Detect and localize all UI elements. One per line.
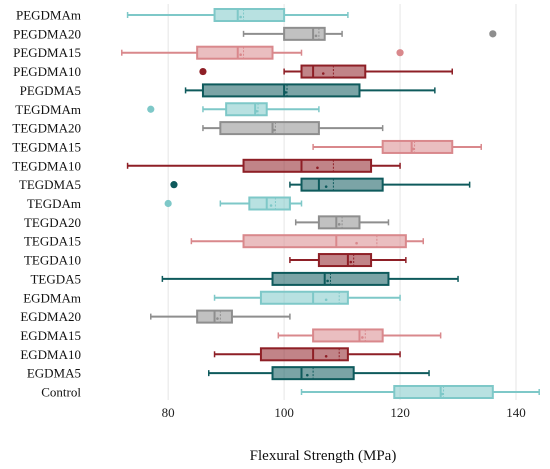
- category-label: PEGDMA15: [13, 45, 81, 60]
- center-dot: [355, 241, 358, 245]
- box-group-tegdma5: [170, 177, 471, 192]
- category-label: EGDMA15: [20, 328, 81, 343]
- box-group-tegda15: [190, 234, 425, 249]
- box-group-egdmam: [213, 290, 401, 305]
- category-label: TEGDA15: [24, 234, 81, 249]
- center-dot: [440, 392, 444, 396]
- center-dot: [326, 279, 329, 283]
- iqr-box: [219, 121, 320, 136]
- box-group-tegdma10: [126, 158, 401, 173]
- iqr-box: [312, 328, 384, 343]
- iqr-box: [213, 8, 286, 22]
- iqr-box: [259, 347, 349, 362]
- center-dot: [337, 223, 341, 226]
- category-label: TEGDAm: [27, 196, 81, 211]
- category-label: TEGDMA5: [19, 177, 81, 192]
- center-dot: [321, 72, 325, 75]
- category-label: PEGDMA20: [13, 26, 81, 41]
- center-dot: [269, 204, 273, 207]
- iqr-box: [317, 215, 361, 230]
- box-group-pegdma20: [242, 26, 497, 41]
- iqr-box: [283, 26, 326, 41]
- box-group-pegdma5: [184, 83, 436, 98]
- box-group-tegda10: [289, 253, 407, 268]
- category-label: TEGDMA10: [12, 158, 81, 173]
- center-dot: [239, 15, 242, 19]
- box-layer: [121, 8, 540, 399]
- iqr-box: [225, 102, 268, 117]
- center-dot: [324, 298, 328, 302]
- center-dot: [239, 53, 242, 56]
- category-label: EGDMA5: [27, 366, 81, 381]
- x-tick-label: 140: [506, 405, 526, 420]
- category-label: TEGDMA15: [12, 139, 81, 154]
- center-dot: [284, 91, 287, 94]
- center-dot: [314, 34, 318, 38]
- center-dot: [216, 317, 219, 320]
- box-group-tegdam: [164, 196, 303, 211]
- iqr-box: [317, 253, 373, 268]
- category-label: TEGDMA20: [12, 121, 81, 136]
- center-dot: [361, 336, 364, 339]
- category-label: TEGDA5: [30, 271, 81, 286]
- box-group-tegda5: [161, 271, 459, 286]
- outlier-point: [164, 199, 172, 208]
- iqr-box: [381, 139, 454, 154]
- category-label: TEGDMAm: [15, 102, 81, 117]
- x-tick-label: 100: [274, 405, 294, 420]
- center-dot: [411, 147, 415, 151]
- x-tick-label: 80: [162, 405, 175, 420]
- center-dot: [255, 109, 258, 113]
- outlier-point: [396, 49, 404, 57]
- box-group-tegdma15: [312, 139, 482, 154]
- category-label: EGDMAm: [23, 290, 81, 305]
- center-dot: [316, 166, 319, 170]
- box-group-egdma20: [150, 309, 291, 324]
- category-label: PEGDMA5: [20, 83, 81, 98]
- outlier-point: [199, 67, 207, 76]
- iqr-box: [259, 290, 349, 305]
- category-label: PEGDMA10: [13, 64, 81, 79]
- box-group-egdma15: [277, 328, 442, 343]
- iqr-box: [242, 234, 407, 249]
- iqr-box: [248, 196, 291, 211]
- box-group-tegdma20: [202, 121, 384, 136]
- center-dot: [272, 128, 276, 132]
- outlier-point: [489, 30, 497, 38]
- box-group-pegdma10: [199, 64, 453, 79]
- center-dot: [306, 373, 309, 377]
- box-group-egdma10: [213, 347, 401, 362]
- center-dot: [324, 355, 328, 358]
- center-dot: [324, 185, 328, 188]
- outlier-point: [147, 105, 155, 113]
- category-label: TEGDA10: [24, 253, 81, 268]
- category-label: EGDMA10: [20, 347, 81, 362]
- iqr-box: [196, 45, 274, 60]
- iqr-box: [242, 158, 373, 173]
- x-axis-title: Flexural Strength (MPa): [250, 448, 397, 464]
- box-group-control: [300, 385, 540, 399]
- iqr-box: [201, 83, 361, 98]
- category-label: PEGDMAm: [16, 8, 81, 23]
- box-group-pegdmam: [126, 8, 349, 22]
- center-dot: [349, 260, 353, 264]
- x-tick-label: 120: [390, 405, 410, 420]
- x-tick-labels: 80 100 120 140: [162, 405, 526, 420]
- box-group-pegdma15: [121, 45, 404, 60]
- outlier-point: [170, 181, 178, 189]
- category-label: EGDMA20: [20, 309, 81, 324]
- box-group-tegda20: [294, 215, 390, 230]
- category-labels: PEGDMAm PEGDMA20 PEGDMA15 PEGDMA10 PEGDMA5 TE…: [12, 8, 81, 400]
- box-group-tegdmam: [147, 102, 320, 117]
- category-label: TEGDA20: [24, 215, 81, 230]
- category-label: Control: [41, 385, 81, 400]
- iqr-box: [300, 177, 384, 192]
- box-group-egdma5: [207, 366, 430, 381]
